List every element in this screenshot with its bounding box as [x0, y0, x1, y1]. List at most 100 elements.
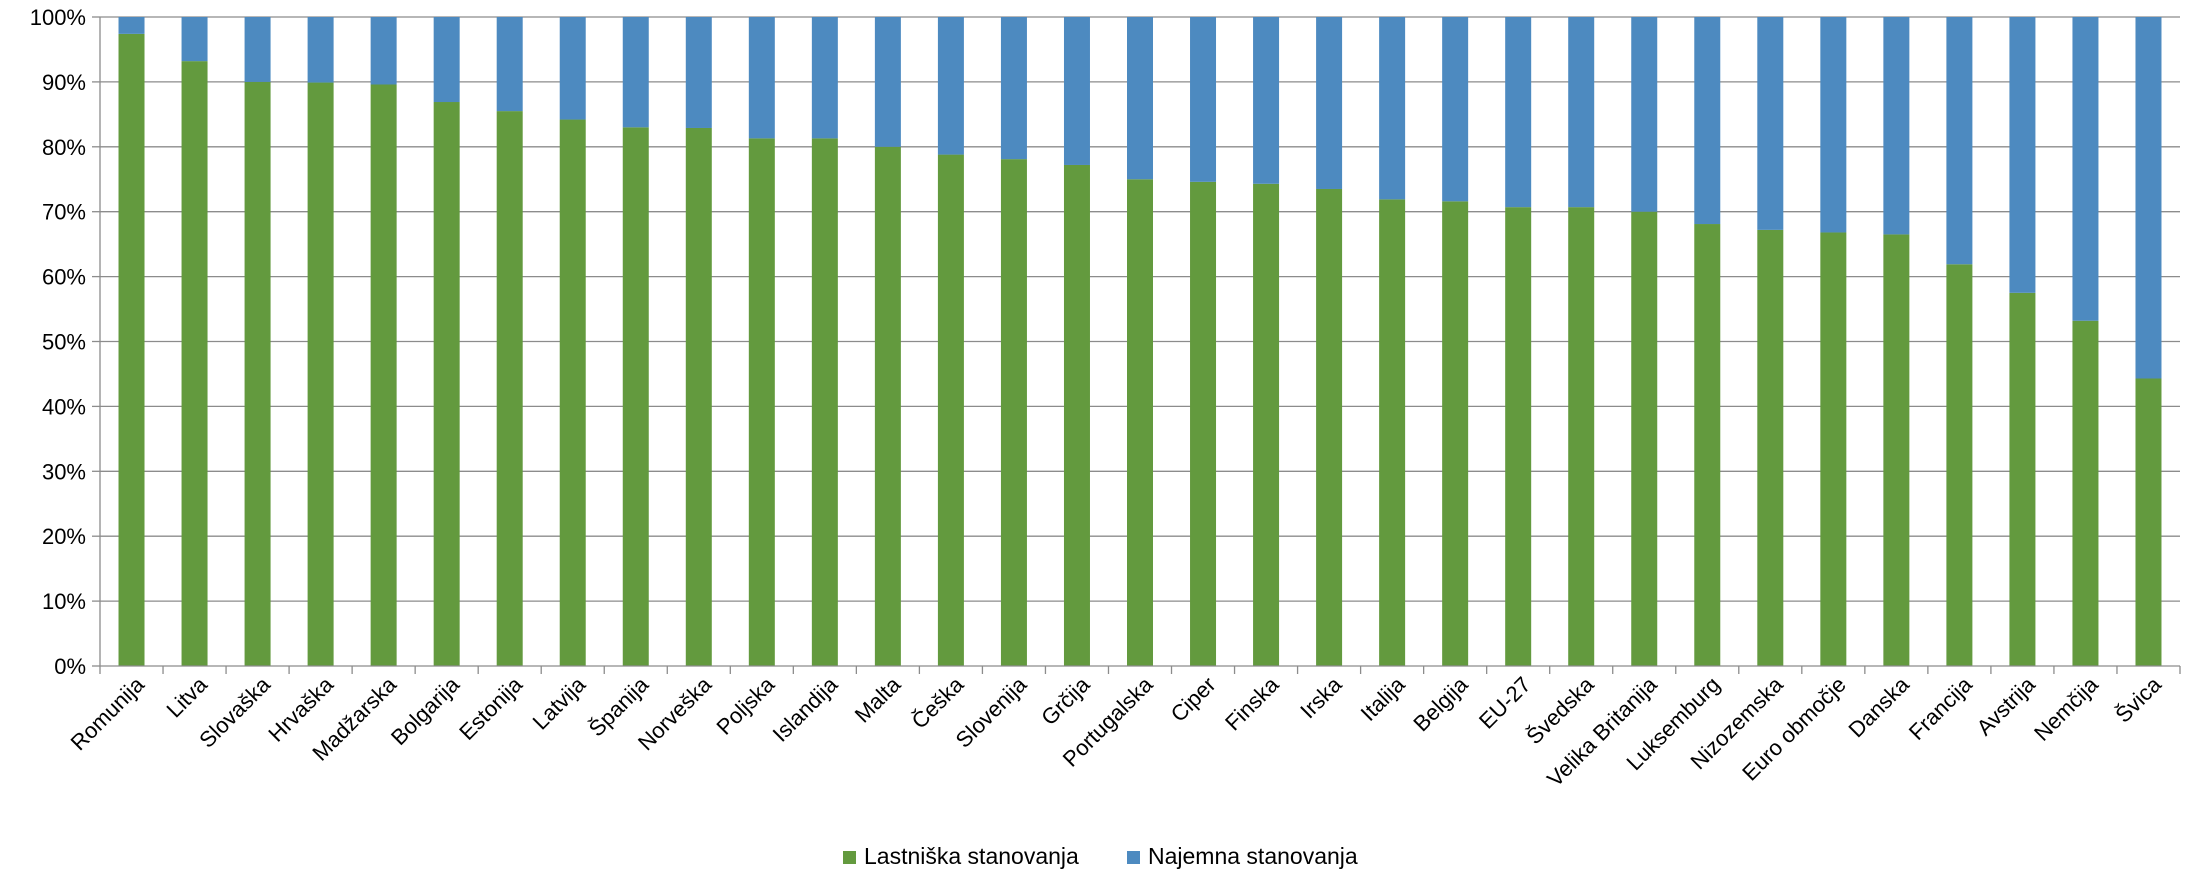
x-tick-label: Romunija [66, 671, 150, 755]
bar-rental-1 [118, 17, 145, 34]
bar-owner-16 [1063, 164, 1090, 667]
legend-item-owner: Lastniška stanovanja [843, 843, 1079, 869]
y-tick-label: 60% [42, 265, 86, 290]
x-axis-tick-labels: Romunija LitvaSlovaškaHrvaškaMadžarskaBol… [66, 671, 2167, 791]
x-tick-label: Nemčija [2029, 671, 2103, 745]
x-axis [99, 17, 2181, 674]
bar-rental-28 [1820, 17, 1847, 233]
bar-rental-18 [1190, 17, 1217, 182]
y-tick-label: 90% [42, 70, 86, 95]
bar-owner-8 [559, 119, 586, 667]
bar-owner-4 [307, 82, 334, 666]
bar-rental-10 [685, 17, 712, 128]
x-tick-label: Islandija [768, 671, 843, 746]
bar-owner-13 [874, 146, 901, 667]
bar-rental-6 [433, 17, 460, 103]
x-tick-label: Slovenija [951, 671, 1032, 752]
legend-label-rental: Najemna stanovanja [1148, 843, 1358, 869]
bar-owner-19 [1253, 183, 1280, 666]
bar-owner-28 [1820, 232, 1847, 666]
bar-rental-15 [1000, 17, 1027, 160]
bar-owner-20 [1316, 188, 1343, 667]
x-tick-label: Slovaška [194, 671, 275, 752]
bar-rental-27 [1757, 17, 1784, 230]
bar-owner-17 [1127, 179, 1153, 666]
bar-rental-12 [811, 17, 838, 139]
x-tick-label: Latvija [528, 671, 591, 734]
legend: Lastniška stanovanja Najemna stanovanja [843, 843, 1358, 869]
x-tick-label: Češka [907, 671, 969, 733]
bar-owner-12 [811, 138, 838, 666]
bar-rental-16 [1063, 17, 1090, 165]
y-tick-label: 70% [42, 200, 86, 225]
bar-owner-29 [1883, 234, 1910, 667]
y-axis-tick-labels: 0% 10% 20% 30% 40% 50% 60% 70% 80% 90% 100% [30, 5, 86, 679]
bar-rental-7 [496, 17, 523, 112]
bar-rental-25 [1631, 17, 1658, 212]
bar-rental-17 [1127, 17, 1153, 180]
x-tick-label: Malta [850, 671, 906, 727]
bar-owner-21 [1379, 199, 1406, 666]
x-tick-label: Ciper [1166, 672, 1221, 727]
x-tick-label: Irska [1295, 671, 1347, 723]
x-tick-label: Grčija [1036, 671, 1095, 730]
bar-rental-9 [622, 17, 649, 128]
bar-owner-27 [1757, 229, 1784, 666]
x-tick-label: Velika Britanija [1542, 671, 1662, 791]
bar-owner-14 [937, 154, 964, 666]
x-tick-label: Belgija [1408, 671, 1473, 736]
legend-swatch-rental [1127, 851, 1140, 864]
bar-owner-3 [244, 81, 271, 666]
bar-rental-30 [1946, 17, 1973, 265]
bar-rental-22 [1442, 17, 1469, 202]
bar-owner-11 [748, 138, 775, 666]
bar-owner-33 [2135, 378, 2162, 666]
bar-owner-9 [622, 127, 649, 666]
bar-rental-26 [1694, 17, 1721, 225]
y-tick-label: 80% [42, 135, 86, 160]
bar-rental-32 [2072, 17, 2099, 321]
bar-owner-30 [1946, 264, 1973, 666]
y-tick-label: 10% [42, 589, 86, 614]
bar-rental-2 [181, 17, 208, 62]
bar-owner-31 [2009, 292, 2036, 666]
bar-rental-8 [559, 17, 586, 120]
y-tick-label: 100% [30, 5, 86, 30]
bar-owner-2 [181, 61, 208, 666]
legend-swatch-owner [843, 851, 856, 864]
y-tick-label: 30% [42, 459, 86, 484]
bar-owner-22 [1442, 201, 1469, 667]
bar-rental-20 [1316, 17, 1343, 189]
bar-rental-23 [1505, 17, 1532, 208]
x-tick-label: Švica [2110, 671, 2166, 727]
y-tick-label: 0% [54, 654, 86, 679]
bars [118, 17, 2162, 667]
x-tick-label: Estonija [454, 671, 528, 745]
bar-owner-6 [433, 102, 460, 667]
x-tick-label: Finska [1220, 671, 1284, 735]
x-tick-label: Bolgarija [386, 671, 465, 750]
bar-owner-32 [2072, 320, 2099, 666]
bar-owner-1 [118, 33, 145, 666]
x-tick-label: EU-27 [1474, 672, 1536, 734]
legend-label-owner: Lastniška stanovanja [864, 843, 1079, 869]
bar-rental-5 [370, 17, 397, 85]
bar-owner-24 [1568, 207, 1595, 667]
bar-owner-7 [496, 111, 523, 667]
bar-owner-5 [370, 84, 397, 667]
bar-owner-23 [1505, 207, 1532, 667]
y-tick-label: 40% [42, 394, 86, 419]
x-tick-label: Danska [1843, 671, 1914, 742]
bar-owner-15 [1000, 159, 1027, 667]
x-tick-label: Italija [1356, 671, 1411, 726]
x-tick-label: Litva [162, 671, 213, 722]
bar-rental-19 [1253, 17, 1280, 184]
bar-rental-14 [937, 17, 964, 155]
bar-rental-29 [1883, 17, 1910, 235]
bar-rental-4 [307, 17, 334, 83]
y-tick-label: 50% [42, 330, 86, 355]
bar-rental-21 [1379, 17, 1406, 200]
bar-owner-26 [1694, 224, 1721, 666]
bar-owner-25 [1631, 211, 1658, 666]
